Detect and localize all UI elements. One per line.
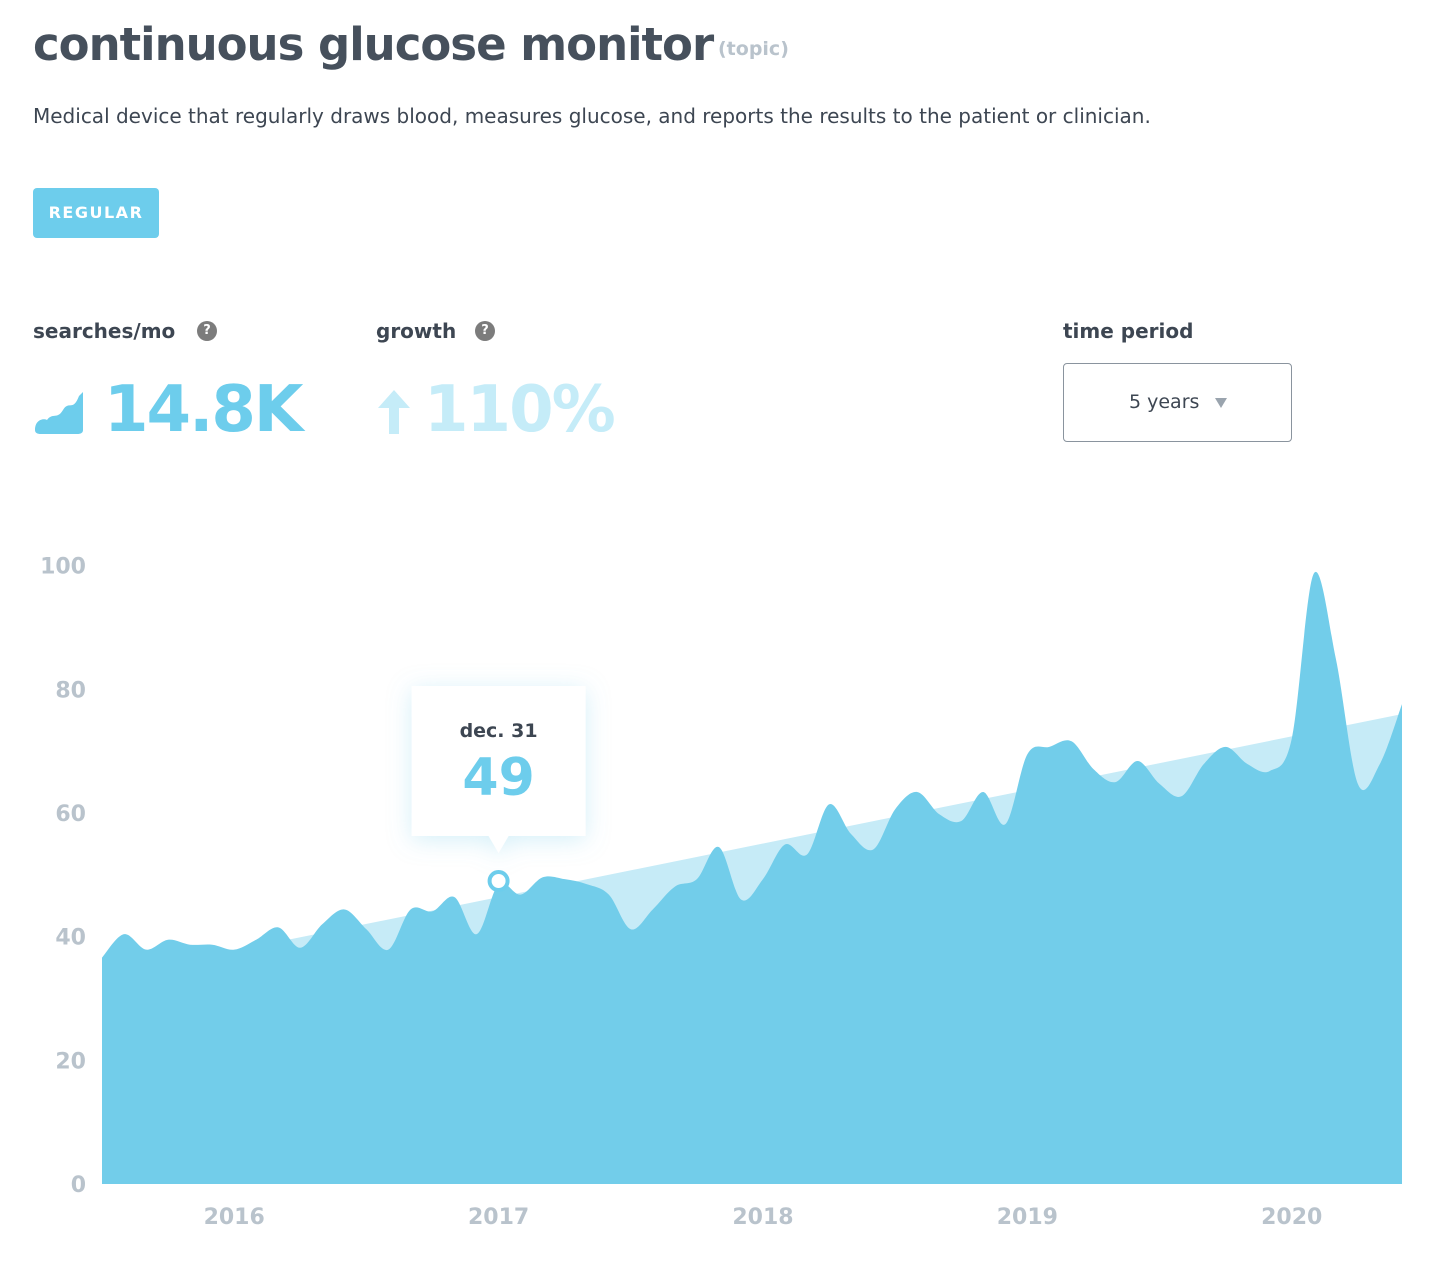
period-label: time period: [1063, 319, 1194, 343]
area: [102, 571, 1402, 1184]
tooltip-marker: [487, 870, 510, 893]
period-dropdown[interactable]: 5 years: [1063, 363, 1292, 442]
stat-value: 110%: [424, 373, 616, 447]
badge[interactable]: REGULAR: [33, 188, 159, 238]
y-tick-label: 40: [55, 926, 86, 951]
tag: (topic): [718, 38, 789, 60]
x-tick-label: 2017: [468, 1205, 529, 1230]
tooltip-value: 49: [462, 748, 534, 808]
y-tick-label: 80: [55, 678, 86, 703]
description: Medical device that regularly draws bloo…: [33, 104, 1151, 128]
stat-label: searches/mo: [33, 319, 176, 343]
y-tick-label: 60: [55, 802, 86, 827]
title: continuous glucose monitor: [33, 18, 714, 71]
x-tick-label: 2020: [1261, 1205, 1322, 1230]
stat-label: growth: [376, 319, 457, 343]
tooltip: dec. 31 49: [411, 686, 586, 854]
x-tick-label: 2019: [997, 1205, 1058, 1230]
y-tick-label: 100: [40, 555, 86, 580]
x-tick-label: 2016: [204, 1205, 265, 1230]
tooltip-date: dec. 31: [460, 720, 538, 742]
arrow-icon: [378, 390, 410, 434]
help-icon[interactable]: ?: [197, 321, 217, 341]
caret: [1215, 398, 1227, 408]
tooltip-box: [411, 686, 586, 854]
y-tick-label: 0: [71, 1173, 86, 1198]
period-value: 5 years: [1129, 391, 1200, 413]
help-icon[interactable]: ?: [475, 321, 495, 341]
x-tick-label: 2018: [732, 1205, 793, 1230]
wave-icon: [35, 392, 83, 434]
stat-value: 14.8K: [104, 373, 303, 447]
y-tick-label: 20: [55, 1049, 86, 1074]
